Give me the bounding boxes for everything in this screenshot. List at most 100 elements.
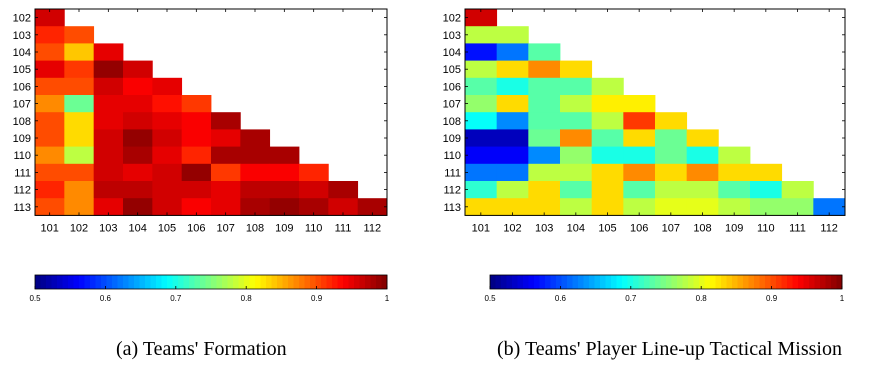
x-tick-label: 108 [246, 222, 264, 234]
colorbar-segment [715, 275, 722, 289]
colorbar-segment [490, 275, 496, 289]
heatmap-cell [181, 198, 212, 216]
y-tick-label: 108 [13, 116, 31, 128]
heatmap-cell [181, 129, 212, 147]
heatmap-cell [655, 181, 688, 199]
x-tick-label: 111 [335, 222, 352, 234]
x-tick-label: 110 [757, 222, 775, 234]
y-tick-label: 107 [443, 99, 461, 111]
colorbar-segment [495, 275, 502, 289]
colorbar-segment [583, 275, 590, 289]
x-tick-label: 109 [275, 222, 293, 234]
colorbar-segment [677, 275, 683, 289]
colorbar-segment [600, 275, 606, 289]
colorbar-tick-label: 0.8 [696, 294, 708, 303]
heatmap-cell [591, 112, 624, 130]
heatmap-cell [93, 146, 124, 165]
heatmap-cell [591, 198, 624, 216]
colorbar-segment [178, 275, 184, 289]
heatmap-cell [152, 163, 183, 182]
heatmap-cell [181, 146, 212, 165]
colorbar-tick-label: 0.6 [555, 294, 567, 303]
heatmap-cell [718, 163, 751, 182]
colorbar-segment [776, 275, 782, 289]
heatmap-cell [813, 198, 846, 216]
heatmap-cell [64, 43, 95, 61]
x-tick-label: 105 [598, 222, 616, 234]
y-tick-label: 105 [13, 64, 31, 76]
caption-b: (b) Teams' Player Line-up Tactical Missi… [497, 338, 842, 360]
heatmap-cell [686, 181, 719, 199]
heatmap-cell [560, 181, 593, 199]
heatmap-cell [328, 181, 359, 199]
colorbar-segment [798, 275, 804, 289]
colorbar-segment [721, 275, 727, 289]
heatmap-cell [35, 129, 65, 147]
heatmap-cell [93, 77, 124, 96]
colorbar-segment [205, 275, 212, 289]
heatmap-cell [496, 146, 529, 165]
colorbar-segment [310, 275, 316, 289]
colorbar-segment [271, 275, 278, 289]
colorbar-segment [501, 275, 507, 289]
colorbar-segment [332, 275, 338, 289]
colorbar-segment [68, 275, 74, 289]
colorbar-segment [35, 275, 41, 289]
heatmap-cell [623, 112, 656, 130]
heatmap-cell [35, 26, 65, 44]
colorbar-segment [249, 275, 256, 289]
colorbar-segment [506, 275, 513, 289]
colorbar-b: 0.5 0.6 0.7 0.8 0.9 1 [484, 274, 845, 303]
heatmap-cell [496, 95, 529, 113]
x-tick-label: 104 [567, 222, 585, 234]
colorbar-segment [200, 275, 206, 289]
colorbar-segment [348, 275, 355, 289]
heatmap-cell [496, 26, 529, 44]
y-tick-label: 111 [14, 167, 31, 179]
colorbar-segment [710, 275, 716, 289]
colorbar-segment [770, 275, 777, 289]
y-tick-label: 104 [443, 47, 461, 59]
colorbar-segment [134, 275, 140, 289]
colorbar-segment [534, 275, 540, 289]
heatmap-cell [93, 43, 124, 61]
heatmap-cell [211, 129, 241, 147]
colorbar-segment [51, 275, 58, 289]
heatmap-cell [64, 129, 95, 147]
heatmap-cell [496, 43, 529, 61]
colorbar-segment [605, 275, 612, 289]
heatmap-cell [528, 95, 561, 113]
heatmap-cell [496, 112, 529, 130]
colorbar-segment [277, 275, 283, 289]
heatmap-cell [591, 163, 624, 182]
y-tick-label: 102 [13, 13, 31, 25]
heatmap-cell [211, 181, 241, 199]
colorbar-segment [222, 275, 228, 289]
heatmap-cell [496, 77, 529, 96]
heatmap-cell [465, 95, 498, 113]
y-tick-label: 102 [443, 13, 461, 25]
colorbar-segment [748, 275, 755, 289]
heatmap-cell [781, 198, 814, 216]
heatmap-cell [93, 95, 124, 113]
heatmap-cell [718, 146, 751, 165]
heatmap-cell [528, 43, 561, 61]
heatmap-cell [623, 163, 656, 182]
heatmap-cell [35, 9, 65, 27]
heatmap-cell [152, 77, 183, 96]
heatmap-cell [718, 198, 751, 216]
x-tick-label: 101 [40, 222, 58, 234]
colorbar-segment [633, 275, 639, 289]
colorbar-segment [139, 275, 146, 289]
colorbar-segment [528, 275, 535, 289]
heatmap-cell [496, 60, 529, 79]
x-tick-label: 106 [630, 222, 648, 234]
colorbar-segment [512, 275, 518, 289]
heatmap-cell [123, 112, 153, 130]
heatmap-cell [781, 181, 814, 199]
heatmap-cell [560, 112, 593, 130]
colorbar-segment [616, 275, 623, 289]
colorbar-segment [167, 275, 173, 289]
heatmap-cell [269, 181, 300, 199]
